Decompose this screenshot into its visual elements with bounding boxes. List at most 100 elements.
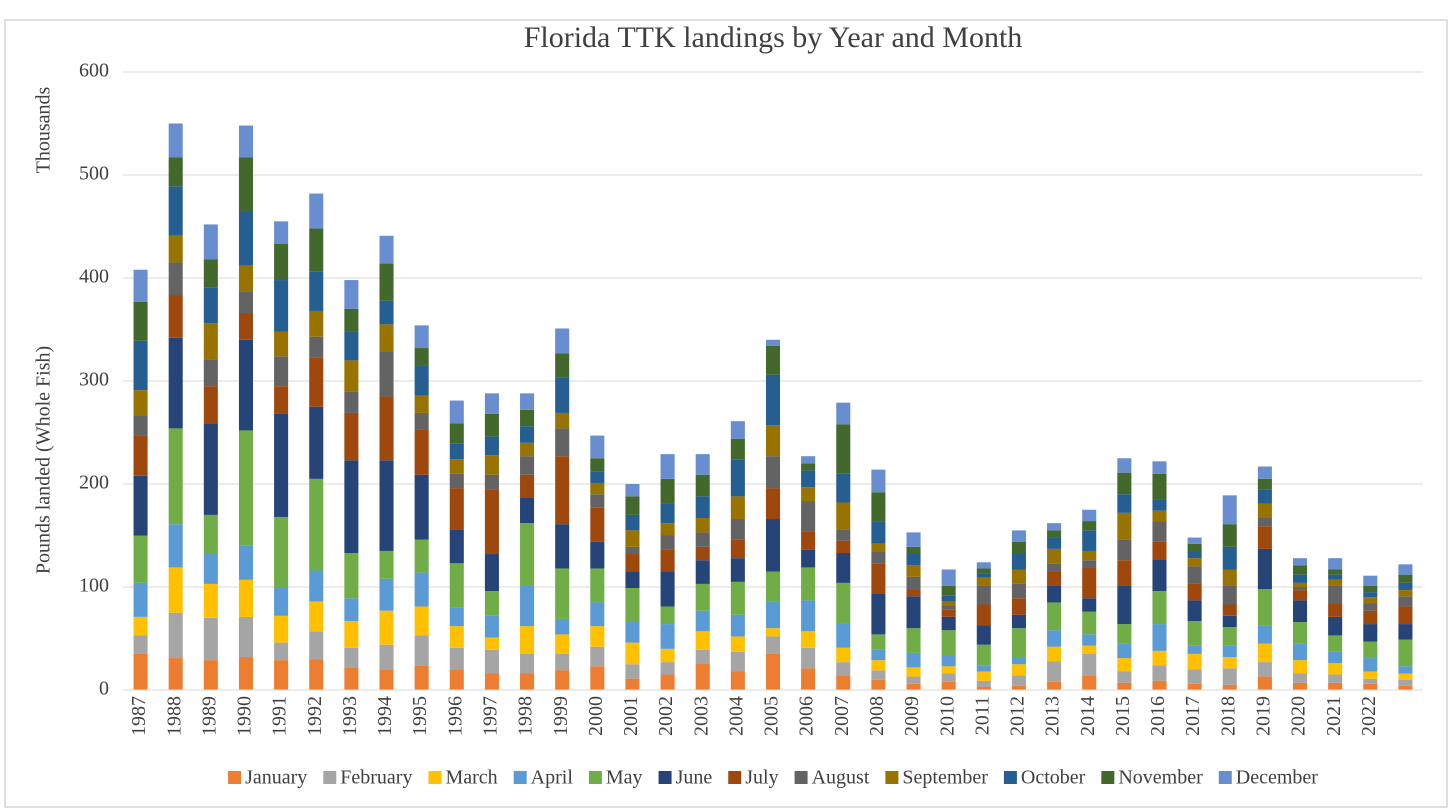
- bar-segment: [765, 425, 781, 457]
- legend-swatch: [228, 771, 242, 784]
- bar-segment: [625, 678, 640, 690]
- bar-segment: [976, 585, 991, 605]
- bar-segment: [976, 568, 991, 574]
- bar-segment: [520, 426, 535, 443]
- bar-segment: [520, 393, 535, 410]
- x-tick-label: 1998: [515, 696, 537, 736]
- bar-segment: [976, 604, 991, 626]
- x-tick-label: 1988: [163, 696, 185, 736]
- bar-segment: [695, 583, 710, 611]
- bar-segment: [590, 482, 605, 495]
- bar-segment: [414, 348, 429, 366]
- bar-segment: [730, 636, 745, 652]
- bar-segment: [976, 686, 991, 690]
- bar-segment: [836, 540, 851, 554]
- bar-segment: [1152, 473, 1167, 500]
- bar-segment: [1117, 458, 1132, 473]
- bar-segment: [1082, 530, 1097, 551]
- bar-segment: [836, 402, 851, 425]
- bar-segment: [1293, 660, 1308, 674]
- bar-segment: [1398, 574, 1413, 583]
- bar-segment: [801, 549, 816, 568]
- bar-segment: [836, 473, 851, 503]
- bar-segment: [836, 424, 851, 474]
- bar-segment: [414, 412, 429, 430]
- bar-segment: [203, 259, 218, 288]
- bar-segment: [1398, 606, 1413, 625]
- bar-segment: [1011, 598, 1026, 615]
- bar-segment: [449, 647, 464, 670]
- bar-segment: [520, 626, 535, 654]
- bar-segment: [836, 675, 851, 690]
- x-tick-label: 2002: [655, 696, 677, 736]
- bar-segment: [1363, 678, 1378, 684]
- bar-segment: [730, 496, 745, 520]
- bar-segment: [309, 271, 324, 311]
- bar-segment: [801, 463, 816, 471]
- bar-segment: [590, 541, 605, 569]
- x-tick-label: 2019: [1252, 696, 1274, 736]
- bar-segment: [625, 514, 640, 531]
- bar-segment: [801, 647, 816, 669]
- bar-segment: [1047, 646, 1062, 662]
- bar-segment: [203, 514, 218, 554]
- bar-segment: [941, 601, 956, 606]
- bar-segment: [871, 543, 886, 552]
- bar-segment: [836, 582, 851, 624]
- bar-segment: [449, 626, 464, 648]
- bar-segment: [555, 428, 570, 457]
- bar-segment: [1047, 630, 1062, 647]
- bar-segment: [871, 593, 886, 635]
- bar-segment: [1117, 494, 1132, 513]
- bar-segment: [871, 679, 886, 690]
- x-tick-label: 2008: [866, 696, 888, 736]
- bar-segment: [1293, 673, 1308, 683]
- bar-segment: [1222, 585, 1237, 605]
- bar-segment: [1293, 558, 1308, 566]
- bar-segment: [625, 622, 640, 643]
- bar-segment: [344, 598, 359, 621]
- bar-segment: [1363, 683, 1378, 690]
- x-tick-label: 2005: [761, 696, 783, 736]
- bar-segment: [1328, 635, 1343, 652]
- bar-segment: [379, 351, 394, 397]
- bar-segment: [976, 625, 991, 645]
- bar-segment: [730, 651, 745, 672]
- legend-label: March: [445, 767, 497, 789]
- bar-segment: [1257, 589, 1272, 626]
- bar-segment: [1152, 591, 1167, 625]
- bar-segment: [238, 339, 253, 431]
- legend-label: June: [676, 767, 713, 789]
- bar-segment: [309, 336, 324, 358]
- bar-segment: [484, 413, 499, 437]
- bar-segment: [484, 673, 499, 690]
- bar-segment: [1328, 558, 1343, 570]
- bar-segment: [344, 620, 359, 648]
- bar-segment: [660, 624, 675, 649]
- legend-label: July: [745, 767, 778, 789]
- bar-segment: [730, 459, 745, 497]
- bar-segment: [625, 554, 640, 572]
- bar-segment: [660, 535, 675, 550]
- bar-segment: [801, 668, 816, 690]
- bar-segment: [1257, 489, 1272, 504]
- bar-segment: [1328, 574, 1343, 580]
- bar-segment: [976, 671, 991, 681]
- bar-segment: [1187, 566, 1202, 584]
- bar-segment: [133, 269, 148, 302]
- bar-segment: [625, 484, 640, 497]
- bar-segment: [449, 529, 464, 564]
- bar-segment: [203, 660, 218, 690]
- bar-segment: [1187, 645, 1202, 654]
- x-tick-label: 2018: [1217, 696, 1239, 736]
- bar-segment: [1363, 585, 1378, 593]
- bar-segment: [1257, 478, 1272, 490]
- bar-segment: [309, 193, 324, 229]
- bar-segment: [1257, 625, 1272, 644]
- bar-segment: [660, 503, 675, 524]
- bar-segment: [1398, 639, 1413, 667]
- bar-segment: [168, 524, 183, 568]
- x-tick-label: 2021: [1323, 696, 1345, 736]
- bar-segment: [1011, 569, 1026, 584]
- bar-segment: [1187, 683, 1202, 690]
